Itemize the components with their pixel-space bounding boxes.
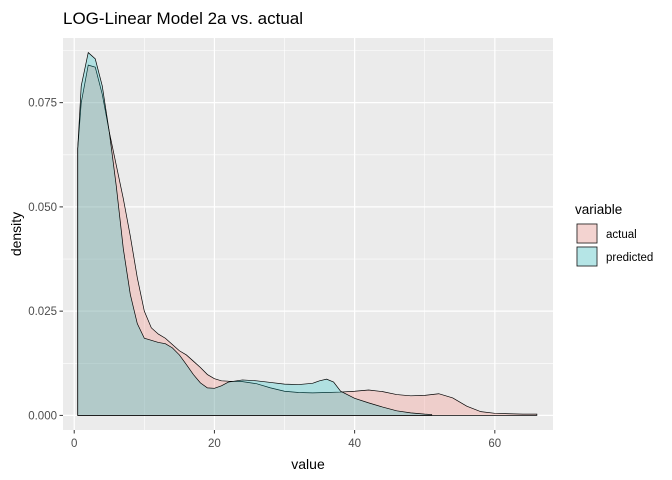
y-tick-label: 0.000	[28, 410, 57, 422]
legend-title: variable	[575, 202, 622, 217]
legend-items: actual predicted	[576, 223, 653, 267]
x-axis: 0 20 40 60	[71, 430, 501, 450]
chart-title: LOG-Linear Model 2a vs. actual	[63, 9, 303, 28]
plot-panel	[63, 38, 553, 430]
x-tick-label: 0	[71, 438, 77, 450]
legend-key-bg	[576, 246, 598, 267]
density-area-predicted	[77, 51, 433, 416]
density-areas	[77, 51, 538, 416]
minor-gridlines	[63, 38, 553, 430]
y-tick-label: 0.050	[28, 202, 57, 214]
x-tick-label: 60	[488, 438, 501, 450]
y-tick-label: 0.025	[28, 306, 57, 318]
x-tick-label: 40	[348, 438, 361, 450]
legend-swatch-predicted	[576, 246, 598, 267]
y-axis: 0.000 0.025 0.050 0.075	[28, 98, 63, 422]
y-axis-title: density	[8, 212, 24, 256]
density-area-actual	[77, 64, 538, 416]
x-tick-label: 20	[208, 438, 221, 450]
legend: variable actual predicted	[575, 202, 653, 267]
x-axis-title: value	[291, 456, 325, 472]
legend-swatch-actual	[576, 223, 598, 244]
legend-label-predicted: predicted	[606, 252, 653, 264]
legend-key-bg	[576, 223, 598, 244]
legend-label-actual: actual	[606, 229, 637, 241]
y-tick-label: 0.075	[28, 98, 57, 110]
